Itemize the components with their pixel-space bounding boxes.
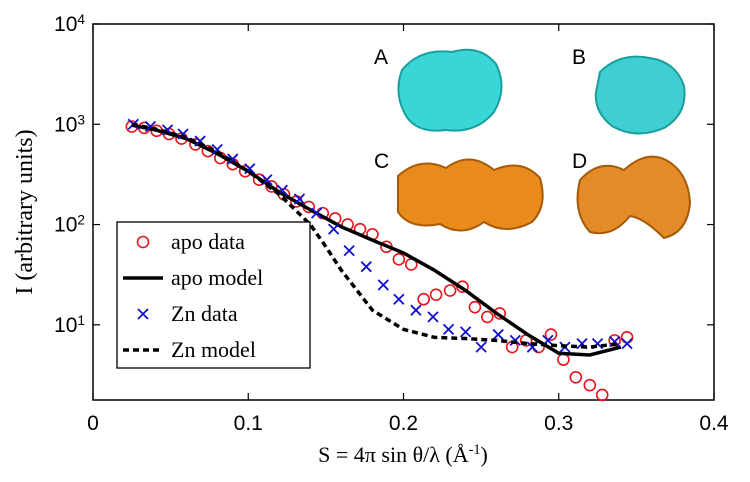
legend-marker <box>136 235 150 249</box>
point <box>595 388 609 402</box>
x-tick-label: 0.1 <box>234 412 263 435</box>
inset-structures <box>397 48 692 240</box>
y-tick-label: 101 <box>54 312 85 337</box>
point <box>481 310 494 324</box>
panel-label: D <box>572 150 587 173</box>
point <box>377 279 389 291</box>
point <box>557 353 570 366</box>
point <box>475 341 487 353</box>
point <box>583 378 597 392</box>
point <box>252 173 266 187</box>
point <box>417 292 430 306</box>
point <box>177 128 189 140</box>
y-axis-label: I (arbitrary units) <box>12 129 38 294</box>
legend-marker <box>137 308 149 320</box>
point <box>569 370 583 384</box>
point <box>621 337 633 350</box>
x-tick-label: 0.4 <box>699 412 729 435</box>
point <box>427 311 439 323</box>
legend-label: Zn model <box>171 337 256 362</box>
point <box>410 304 422 316</box>
model-line <box>131 122 622 349</box>
structure-d <box>576 155 692 240</box>
legend-box <box>116 221 311 369</box>
y-tick-label: 102 <box>54 212 85 237</box>
legend-label: apo model <box>171 265 263 290</box>
y-tick-label: 104 <box>54 12 85 37</box>
point <box>343 244 355 257</box>
x-tick-label: 0.3 <box>544 412 573 435</box>
panel-label: B <box>572 46 586 69</box>
x-tick-label: 0 <box>87 412 99 435</box>
panel-label: A <box>374 46 388 69</box>
structure-c <box>397 158 544 232</box>
legend: apo data apo model Zn data Zn model <box>116 221 311 369</box>
point <box>392 253 406 266</box>
structure-a <box>397 48 503 132</box>
x-tick-label: 0.2 <box>389 412 418 435</box>
legend-label: Zn data <box>171 301 238 326</box>
point <box>544 328 558 341</box>
y-tick-label: 103 <box>54 112 85 137</box>
point <box>620 331 634 344</box>
point <box>492 328 504 341</box>
point <box>393 293 405 305</box>
point <box>429 288 443 301</box>
structure-b <box>594 55 686 135</box>
point <box>310 207 323 219</box>
point <box>442 323 455 336</box>
point <box>261 174 273 186</box>
point <box>468 300 482 314</box>
model-line <box>131 123 622 357</box>
panel-label: C <box>374 150 389 173</box>
point <box>459 326 472 338</box>
point <box>293 193 306 205</box>
legend-label: apo data <box>171 229 245 254</box>
point <box>328 223 340 235</box>
point <box>443 284 457 297</box>
point <box>360 261 372 273</box>
x-axis-label: S = 4π sin θ/λ (Å-1) <box>318 442 488 467</box>
